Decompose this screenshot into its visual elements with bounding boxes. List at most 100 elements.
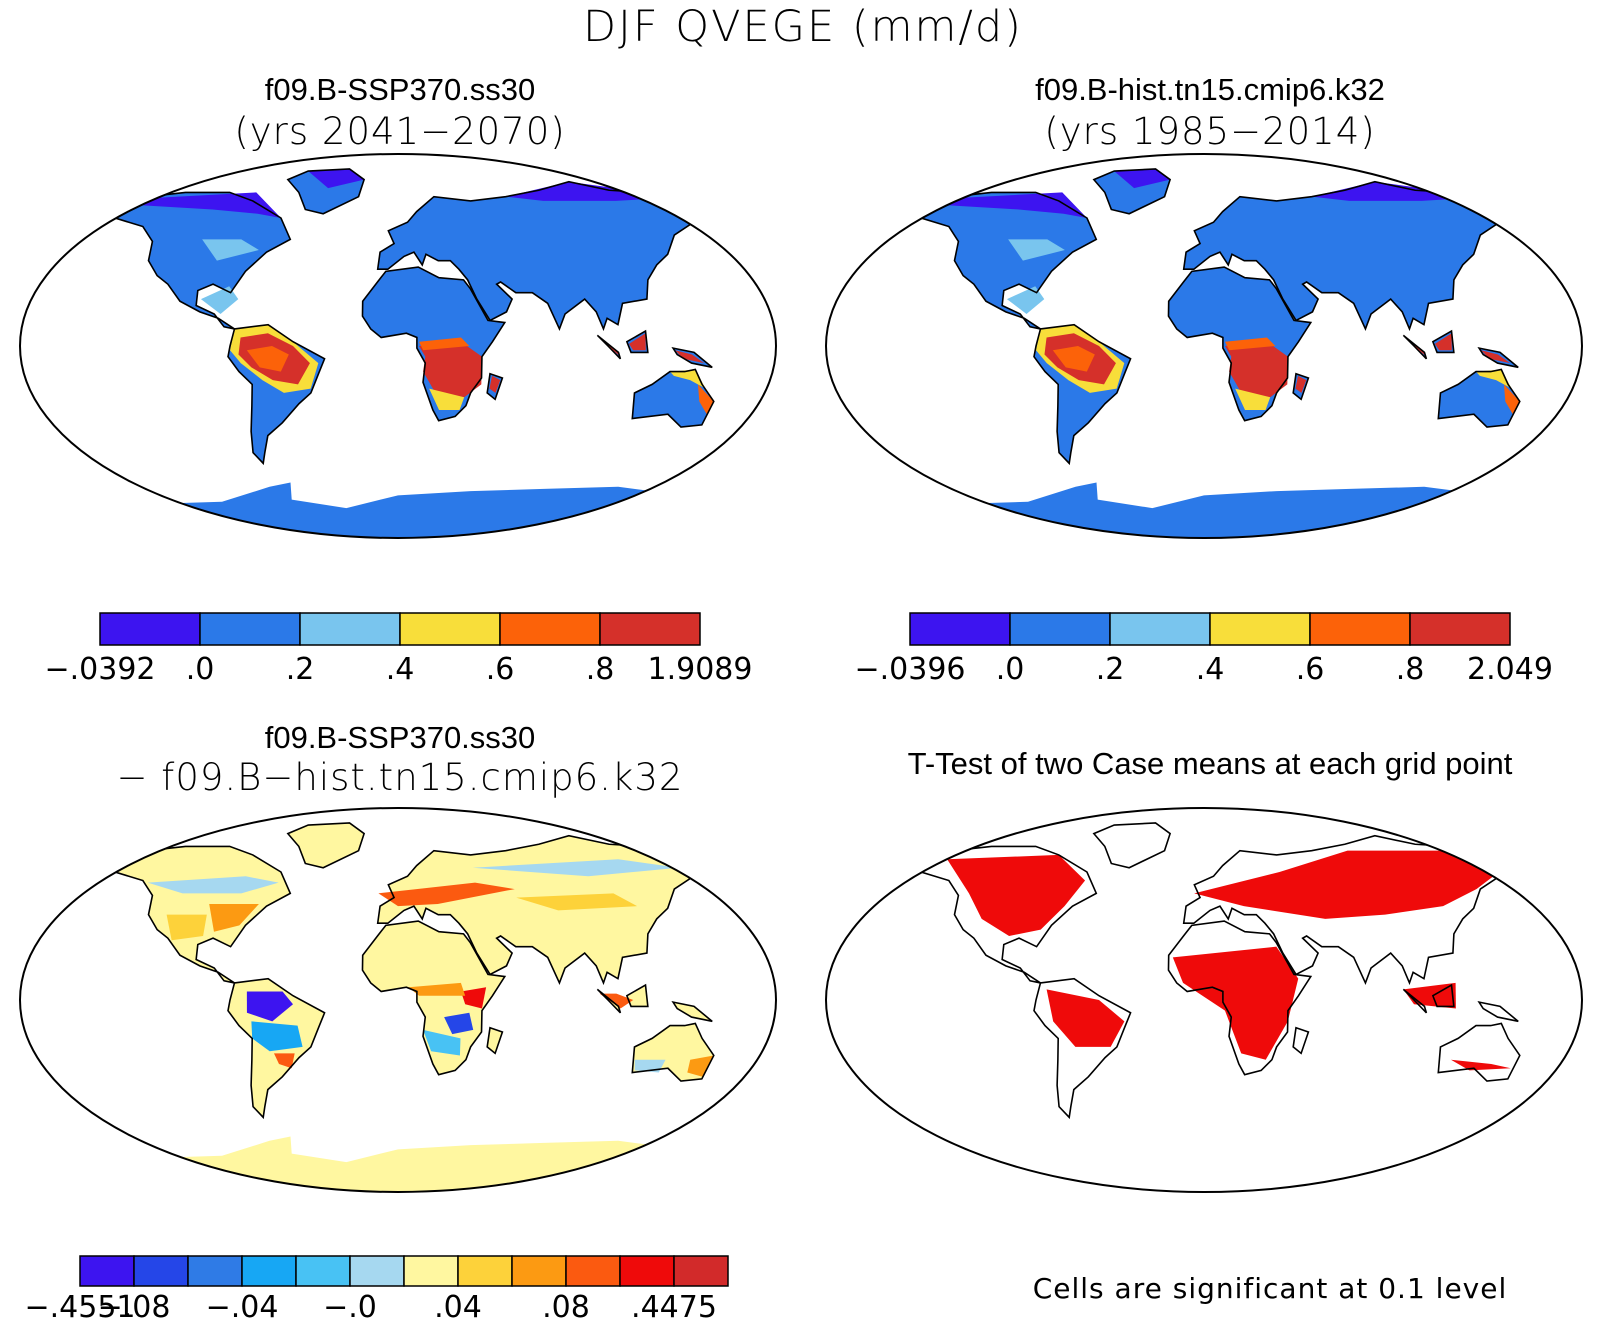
coast-eurasia	[376, 180, 733, 332]
colorbar-tick-label: .2	[285, 652, 315, 687]
colorbar-tick-label: .4	[1195, 652, 1225, 687]
colorbar-swatch-2	[187, 1255, 243, 1287]
coast-samerica	[227, 323, 326, 466]
map-frame	[825, 807, 1583, 1193]
region-12	[408, 982, 466, 996]
region-3	[378, 882, 515, 907]
colorbar-tick-label: .4	[385, 652, 415, 687]
coast-newguinea	[1477, 1000, 1519, 1023]
map-frame	[19, 153, 777, 539]
colorbar-tick-label: −.08	[97, 1290, 171, 1325]
region-12	[1503, 384, 1520, 415]
map-case1	[19, 153, 777, 539]
region-3	[1006, 286, 1045, 314]
coast-africa	[361, 920, 507, 1076]
colorbar-tick-label: .8	[1395, 652, 1425, 687]
colorbar-swatch-0	[909, 612, 1011, 646]
region-1	[1114, 168, 1171, 189]
map-diff	[19, 807, 777, 1193]
region-5	[1450, 1059, 1511, 1071]
region-7	[246, 346, 289, 372]
region-2	[1046, 989, 1125, 1047]
region-7	[1052, 346, 1095, 372]
colorbar-diff	[79, 1255, 729, 1287]
colorbar-swatch-3	[1209, 612, 1311, 646]
coast-indonesia2	[625, 329, 649, 354]
region-7	[251, 1021, 303, 1052]
panel-title-diff: f09.B-SSP370.ss30	[264, 720, 536, 755]
land-eurasia	[377, 181, 732, 329]
colorbar-swatch-3	[399, 612, 501, 646]
land-eurasia	[377, 835, 732, 983]
colorbar-swatch-0	[79, 1255, 135, 1287]
coast-africa	[361, 266, 507, 422]
land-namerica	[89, 192, 291, 329]
colorbar-swatch-5	[599, 612, 701, 646]
coast-greenland	[1092, 168, 1172, 215]
coast-madagascar	[486, 372, 504, 401]
land-eurasia	[1183, 181, 1538, 329]
land-newguinea	[673, 1002, 713, 1022]
colorbar-swatch-4	[499, 612, 601, 646]
panel-subtitle-diff: − f09.B−hist.tn15.cmip6.k32	[116, 756, 684, 799]
coast-africa	[1167, 920, 1313, 1076]
coast-namerica	[894, 845, 1098, 984]
land-madagascar	[487, 1027, 503, 1054]
coast-madagascar	[1292, 372, 1310, 401]
land-madagascar	[1293, 1027, 1309, 1054]
map-ttest	[825, 807, 1583, 1193]
colorbar-swatch-9	[565, 1255, 621, 1287]
coast-namerica	[88, 191, 292, 330]
colorbar-swatch-1	[1009, 612, 1111, 646]
panel-subtitle-case1: (yrs 2041−2070)	[234, 110, 566, 153]
colorbar-swatch-2	[299, 612, 401, 646]
colorbar-tick-label: .4475	[631, 1290, 717, 1325]
colorbar-case1	[99, 612, 701, 646]
region-6	[246, 991, 294, 1022]
region-8	[273, 1053, 295, 1069]
land-australia	[1438, 369, 1520, 428]
region-3	[1172, 946, 1299, 1060]
coast-eurasia	[1182, 834, 1539, 986]
coast-greenland	[286, 822, 366, 869]
region-0	[947, 854, 1086, 936]
region-3	[200, 286, 239, 314]
land-antarctica	[885, 1136, 1517, 1192]
map-frame	[825, 153, 1583, 539]
region-12	[697, 384, 714, 415]
land-indonesia2	[626, 985, 648, 1007]
colorbar-tick-label: .04	[434, 1290, 482, 1325]
coast-samerica	[1033, 977, 1132, 1120]
coast-madagascar	[486, 1026, 504, 1055]
colorbar-swatch-3	[241, 1255, 297, 1287]
land-australia	[632, 369, 714, 428]
colorbar-labels-case2: −.0396 .0 .2 .4 .6 .8 2.049	[806, 652, 1606, 692]
region-10	[1224, 337, 1276, 351]
region-9	[429, 388, 465, 410]
land-namerica	[895, 192, 1097, 329]
region-9	[444, 1012, 474, 1035]
land-antarctica	[885, 482, 1517, 538]
coast-newguinea	[671, 1000, 713, 1023]
colorbar-tick-label: .6	[485, 652, 515, 687]
panel-subtitle-case2: (yrs 1985−2014)	[1044, 110, 1376, 153]
coast-africa	[1167, 266, 1313, 422]
colorbar-swatch-8	[511, 1255, 567, 1287]
colorbar-tick-label: .0	[185, 652, 215, 687]
coast-indonesia1	[1402, 988, 1428, 1014]
coast-newguinea	[1477, 346, 1519, 369]
region-10	[418, 337, 470, 351]
coast-indonesia2	[1431, 329, 1455, 354]
colorbar-tick-label: −.4551	[24, 1290, 136, 1325]
region-2	[166, 914, 207, 941]
region-4	[202, 239, 259, 261]
panel-title-case1: f09.B-SSP370.ss30	[264, 72, 536, 107]
region-1	[209, 904, 259, 932]
colorbar-tick-label: −.0	[323, 1290, 377, 1325]
region-16	[1295, 375, 1307, 393]
region-1	[1194, 850, 1516, 919]
region-4	[472, 859, 679, 877]
region-8	[419, 341, 482, 398]
colorbar-tick-label: .0	[995, 652, 1025, 687]
main-title: DJF QVEGE (mm/d)	[583, 2, 1023, 52]
